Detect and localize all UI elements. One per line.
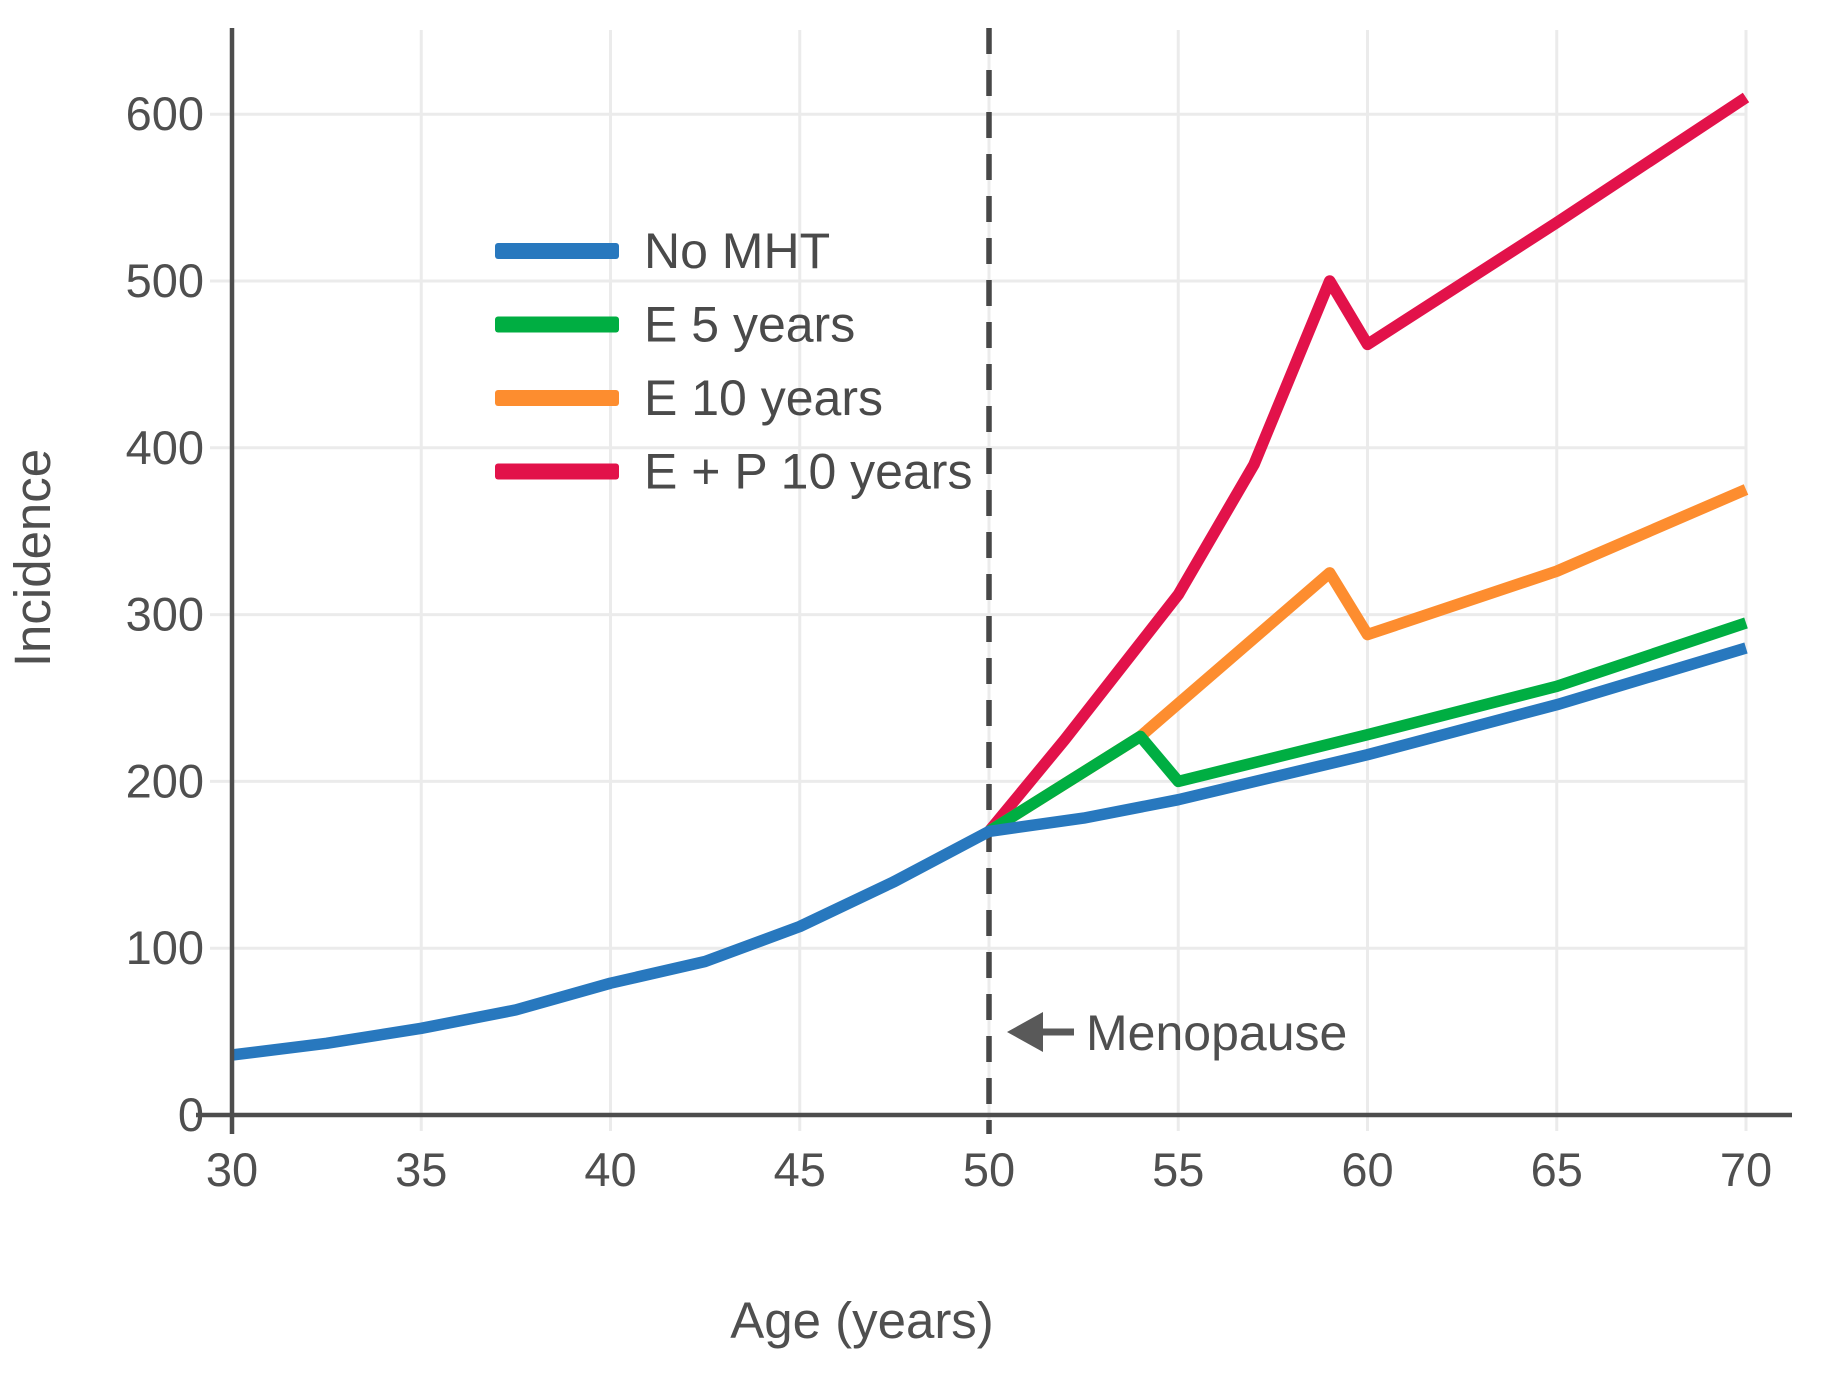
x-tick-label: 70	[1720, 1143, 1772, 1196]
series-line-e-5-years	[985, 617, 1748, 837]
x-tick-label: 50	[963, 1143, 1015, 1196]
axes-spines	[196, 28, 1792, 1134]
y-tick-label: 500	[126, 254, 204, 307]
y-tick-label: 0	[178, 1088, 204, 1141]
x-tick-label: 35	[395, 1143, 447, 1196]
x-axis-title: Age (years)	[730, 1292, 994, 1349]
legend-label-no-mht: No MHT	[644, 223, 830, 279]
x-tick-label: 55	[1152, 1143, 1204, 1196]
y-axis-title: Incidence	[4, 449, 61, 667]
x-tick-label: 40	[584, 1143, 636, 1196]
gridlines	[210, 30, 1748, 1131]
left-arrow-tail	[1040, 1028, 1074, 1036]
y-tick-label: 300	[126, 588, 204, 641]
menopause-annotation: Menopause	[1007, 1005, 1347, 1061]
x-tick-label: 30	[206, 1143, 258, 1196]
series-line-no-mht	[231, 642, 1748, 1061]
legend-swatch-e-5-years	[495, 316, 619, 333]
legend-label-e-p-10-years: E + P 10 years	[644, 444, 972, 500]
x-tick-label: 60	[1341, 1143, 1393, 1196]
legend-label-e-5-years: E 5 years	[644, 297, 855, 353]
y-tick-label: 100	[126, 921, 204, 974]
legend-swatch-no-mht	[495, 243, 619, 259]
series-line-e-p-10-years	[984, 92, 1750, 836]
x-tick-label: 65	[1531, 1143, 1583, 1196]
legend-label-e-10-years: E 10 years	[644, 370, 883, 426]
series-lines	[231, 92, 1750, 1061]
y-tick-label: 600	[126, 87, 204, 140]
x-tick-label: 45	[774, 1143, 826, 1196]
legend-swatch-e-p-10-years	[495, 463, 619, 480]
legend: No MHT E 5 years E 10 years E + P 10 years	[495, 223, 972, 500]
x-tick-labels: 30 35 40 45 50 55 60 65 70	[206, 1143, 1772, 1196]
menopause-label: Menopause	[1086, 1005, 1347, 1061]
y-tick-label: 400	[126, 421, 204, 474]
y-tick-labels: 0 100 200 300 400 500 600	[126, 87, 204, 1141]
y-tick-label: 200	[126, 754, 204, 807]
legend-swatch-e-10-years	[495, 390, 619, 406]
left-arrow-icon	[1007, 1012, 1043, 1052]
